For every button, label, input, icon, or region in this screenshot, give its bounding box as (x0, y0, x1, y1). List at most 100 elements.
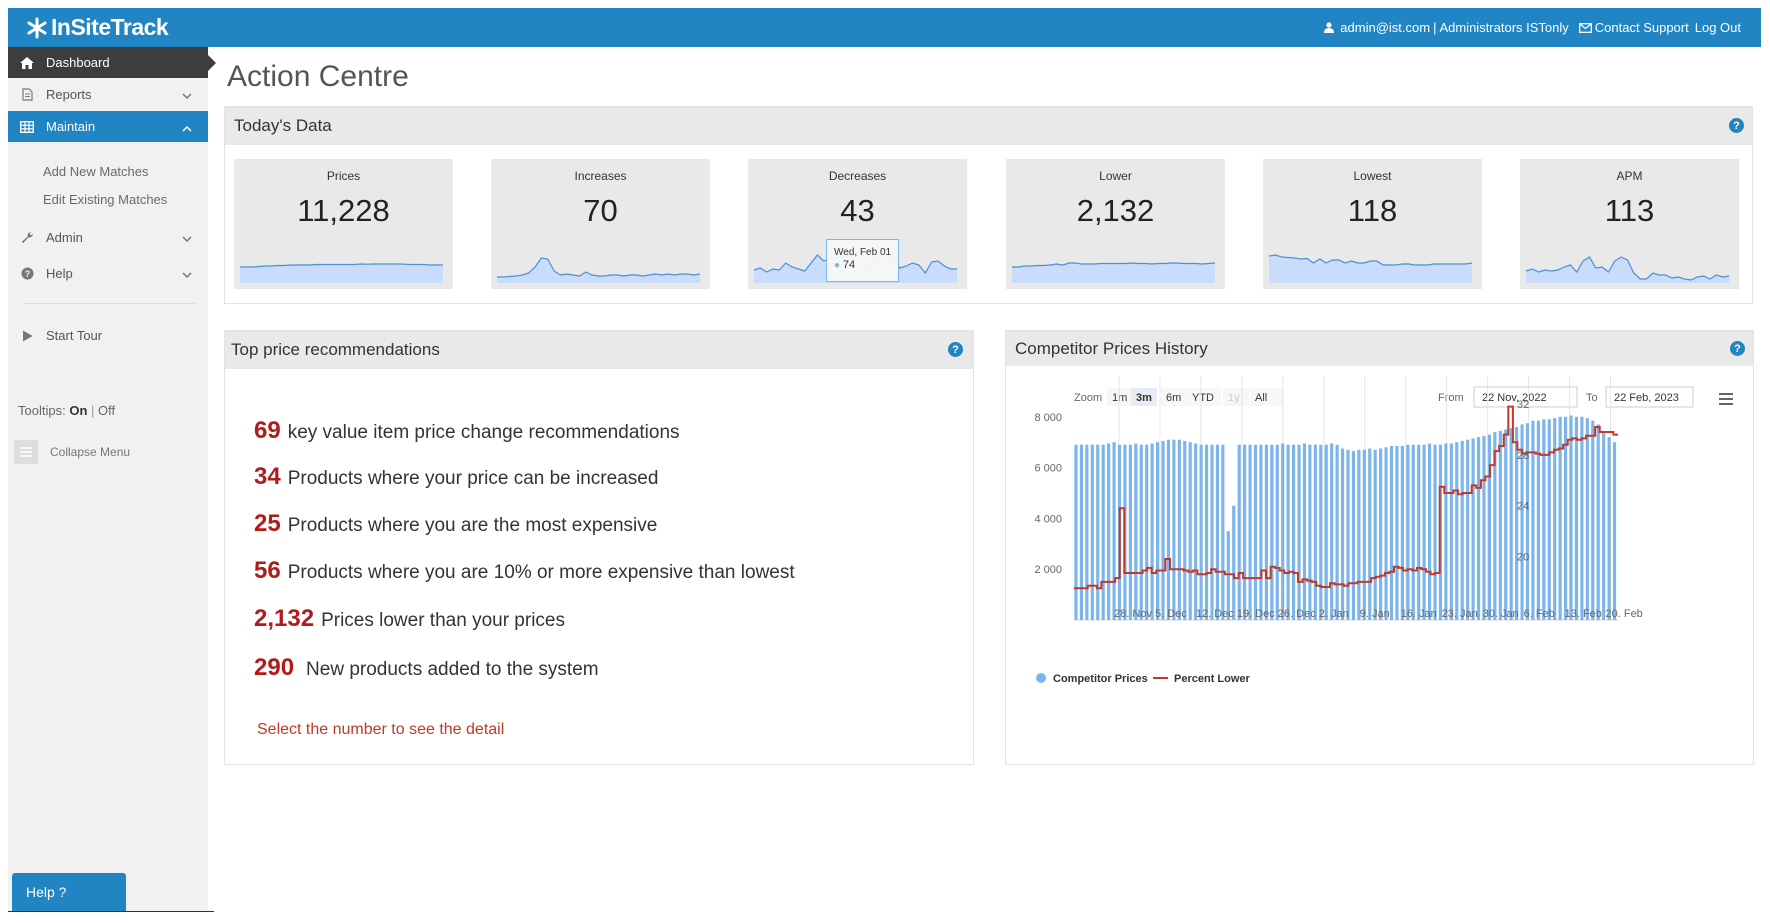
bar-competitor-prices[interactable] (1564, 416, 1568, 620)
bar-competitor-prices[interactable] (1607, 437, 1611, 620)
bar-competitor-prices[interactable] (1379, 448, 1383, 621)
bar-competitor-prices[interactable] (1335, 444, 1339, 620)
todays-data-help-icon[interactable]: ? (1729, 118, 1744, 133)
bar-competitor-prices[interactable] (1406, 444, 1410, 620)
line-percent-lower[interactable] (1074, 405, 1618, 590)
bar-competitor-prices[interactable] (1085, 444, 1089, 620)
user-email[interactable]: admin@ist.com (1340, 20, 1431, 35)
bar-competitor-prices[interactable] (1221, 444, 1225, 620)
start-tour-button[interactable]: Start Tour (8, 320, 208, 351)
tooltips-on-option[interactable]: On (69, 403, 88, 418)
bar-competitor-prices[interactable] (1520, 424, 1524, 620)
recommendation-item[interactable]: 2,132 Prices lower than your prices (254, 605, 565, 633)
bar-competitor-prices[interactable] (1585, 418, 1589, 620)
bar-competitor-prices[interactable] (1400, 446, 1404, 620)
competitor-prices-help-icon[interactable]: ? (1730, 341, 1745, 356)
bar-competitor-prices[interactable] (1313, 444, 1317, 620)
bar-competitor-prices[interactable] (1384, 447, 1388, 620)
bar-competitor-prices[interactable] (1340, 448, 1345, 621)
bar-competitor-prices[interactable] (1515, 427, 1519, 620)
bar-competitor-prices[interactable] (1101, 444, 1105, 620)
bar-competitor-prices[interactable] (1074, 444, 1078, 620)
bar-competitor-prices[interactable] (1275, 444, 1279, 620)
bar-competitor-prices[interactable] (1444, 443, 1448, 621)
bar-competitor-prices[interactable] (1449, 443, 1453, 621)
bar-competitor-prices[interactable] (1139, 444, 1143, 620)
bar-competitor-prices[interactable] (1107, 443, 1111, 621)
bar-competitor-prices[interactable] (1346, 449, 1350, 620)
bar-competitor-prices[interactable] (1079, 444, 1083, 620)
stat-card-lowest[interactable]: Lowest 118 (1263, 159, 1482, 289)
bar-competitor-prices[interactable] (1253, 444, 1258, 620)
sidebar-item-maintain[interactable]: Maintain (8, 111, 208, 142)
bar-competitor-prices[interactable] (1232, 505, 1236, 620)
recommendation-number[interactable]: 34 (254, 463, 281, 490)
stat-card-prices[interactable]: Prices 11,228 (234, 159, 453, 289)
recommendation-number[interactable]: 290 (254, 654, 295, 681)
bar-competitor-prices[interactable] (1373, 449, 1377, 620)
bar-competitor-prices[interactable] (1150, 443, 1154, 621)
zoom-button-all[interactable]: All (1250, 388, 1284, 406)
bar-competitor-prices[interactable] (1525, 423, 1530, 620)
bar-competitor-prices[interactable] (1351, 451, 1355, 620)
bar-competitor-prices[interactable] (1596, 424, 1600, 620)
chart-menu-icon[interactable] (1718, 391, 1734, 407)
bar-competitor-prices[interactable] (1281, 443, 1285, 621)
bar-competitor-prices[interactable] (1308, 444, 1312, 620)
bar-competitor-prices[interactable] (1580, 416, 1584, 620)
bar-competitor-prices[interactable] (1090, 444, 1094, 620)
bar-competitor-prices[interactable] (1493, 432, 1497, 620)
bar-competitor-prices[interactable] (1417, 444, 1421, 620)
bar-competitor-prices[interactable] (1215, 444, 1219, 620)
bar-competitor-prices[interactable] (1422, 444, 1426, 620)
contact-support-link[interactable]: Contact Support (1594, 20, 1689, 35)
legend-competitor-prices[interactable]: Competitor Prices (1053, 673, 1148, 685)
bar-competitor-prices[interactable] (1531, 420, 1535, 620)
bar-competitor-prices[interactable] (1504, 429, 1508, 621)
bar-competitor-prices[interactable] (1471, 438, 1475, 620)
bar-competitor-prices[interactable] (1194, 443, 1198, 621)
bar-competitor-prices[interactable] (1166, 439, 1171, 620)
to-date-input-box[interactable] (1605, 386, 1694, 408)
bar-competitor-prices[interactable] (1264, 444, 1268, 620)
zoom-button-ytd[interactable]: YTD (1187, 388, 1221, 406)
from-date-input-box[interactable] (1473, 386, 1578, 408)
bar-competitor-prices[interactable] (1297, 444, 1301, 620)
bar-competitor-prices[interactable] (1161, 440, 1165, 620)
bar-competitor-prices[interactable] (1536, 420, 1540, 620)
sidebar-item-reports[interactable]: Reports (8, 79, 208, 110)
sidebar-item-admin[interactable]: Admin (8, 222, 208, 253)
bar-competitor-prices[interactable] (1389, 446, 1394, 620)
recommendation-item[interactable]: 25 Products where you are the most expens… (254, 510, 657, 538)
bar-competitor-prices[interactable] (1466, 439, 1470, 620)
bar-competitor-prices[interactable] (1482, 435, 1486, 620)
stat-card-decreases[interactable]: Decreases 43 Wed, Feb 01 ● 74 (748, 159, 967, 289)
bar-competitor-prices[interactable] (1177, 439, 1181, 620)
recommendation-number[interactable]: 56 (254, 557, 281, 584)
bar-competitor-prices[interactable] (1112, 442, 1116, 620)
bar-competitor-prices[interactable] (1324, 444, 1328, 620)
bar-competitor-prices[interactable] (1319, 444, 1323, 620)
bar-competitor-prices[interactable] (1237, 444, 1241, 620)
bar-competitor-prices[interactable] (1188, 442, 1192, 620)
bar-competitor-prices[interactable] (1569, 415, 1573, 621)
recommendation-item[interactable]: 69 key value item price change recommenda… (254, 417, 680, 445)
collapse-menu-button[interactable]: Collapse Menu (14, 440, 130, 464)
bar-competitor-prices[interactable] (1204, 444, 1209, 620)
bar-competitor-prices[interactable] (1357, 449, 1361, 620)
bar-competitor-prices[interactable] (1259, 444, 1263, 620)
recommendation-number[interactable]: 2,132 (254, 605, 315, 632)
bar-competitor-prices[interactable] (1128, 444, 1132, 620)
bar-competitor-prices[interactable] (1612, 442, 1617, 620)
sidebar-item-help[interactable]: ? Help (8, 258, 208, 289)
recommendation-number[interactable]: 25 (254, 510, 281, 537)
bar-competitor-prices[interactable] (1428, 443, 1432, 621)
stat-card-lower[interactable]: Lower 2,132 (1006, 159, 1225, 289)
recommendation-item[interactable]: 34 Products where your price can be incre… (254, 463, 658, 491)
zoom-button-1m[interactable]: 1m (1107, 388, 1133, 406)
bar-competitor-prices[interactable] (1330, 443, 1334, 621)
recommendation-item[interactable]: 290 New products added to the system (254, 654, 599, 682)
tooltips-off-option[interactable]: Off (98, 403, 116, 418)
stat-card-apm[interactable]: APM 113 (1520, 159, 1739, 289)
account-name[interactable]: Administrators ISTonly (1439, 20, 1569, 35)
